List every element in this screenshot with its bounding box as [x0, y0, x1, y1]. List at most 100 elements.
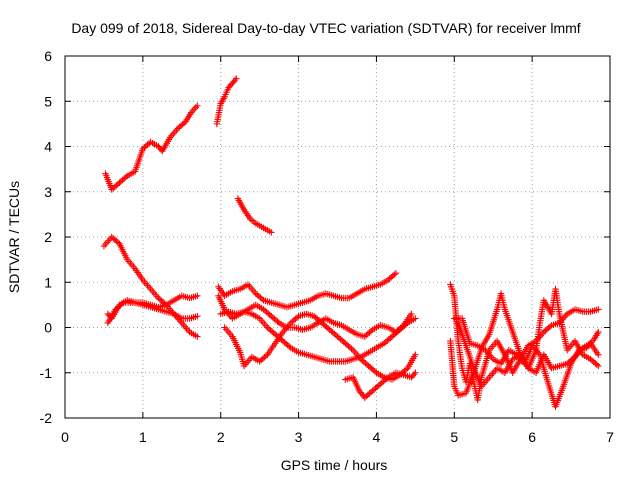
- data-point: [116, 179, 123, 186]
- data-point: [383, 375, 390, 382]
- data-point: [321, 322, 329, 329]
- data-point: [113, 237, 120, 245]
- data-point: [361, 333, 368, 340]
- data-point: [398, 325, 405, 332]
- data-point: [292, 315, 299, 323]
- data-point: [567, 357, 574, 365]
- data-point: [194, 333, 201, 340]
- data-point: [268, 229, 275, 236]
- y-tick-label: 1: [44, 274, 52, 290]
- data-point: [272, 331, 279, 338]
- data-point: [342, 340, 349, 347]
- data-point: [401, 322, 408, 329]
- data-point: [112, 306, 119, 313]
- series-track-j: [221, 310, 419, 383]
- data-point: [590, 358, 597, 366]
- data-point: [111, 236, 119, 243]
- data-point: [370, 366, 377, 374]
- data-point: [363, 393, 370, 400]
- data-point: [113, 304, 121, 312]
- y-tick-labels: -2 -1 0 1 2 3 4 5 6: [40, 48, 53, 426]
- y-tick-label: 4: [44, 139, 52, 155]
- data-point: [367, 327, 375, 335]
- data-point: [412, 369, 419, 376]
- data-point: [115, 303, 122, 310]
- data-point: [176, 123, 183, 131]
- data-point: [363, 361, 371, 368]
- data-point: [565, 359, 572, 366]
- data-point: [265, 310, 272, 317]
- x-axis-label: GPS time / hours: [281, 457, 388, 473]
- data-point: [595, 351, 602, 358]
- y-tick-label: 5: [44, 93, 52, 109]
- data-point: [408, 310, 415, 318]
- data-point: [588, 357, 596, 364]
- x-tick-label: 5: [450, 429, 458, 445]
- data-point: [268, 328, 276, 335]
- data-point: [385, 336, 393, 343]
- series-track-m: [447, 285, 602, 399]
- data-point: [393, 329, 400, 336]
- data-point: [254, 291, 261, 299]
- data-point: [261, 307, 269, 314]
- data-point: [366, 329, 373, 336]
- series-track-a: [102, 102, 201, 193]
- data-point: [270, 329, 277, 337]
- data-point: [158, 297, 165, 305]
- data-point: [372, 384, 379, 392]
- chart-title: Day 099 of 2018, Sidereal Day-to-day VTE…: [71, 20, 580, 36]
- data-point: [369, 387, 376, 395]
- data-point: [118, 300, 126, 308]
- data-point: [343, 341, 351, 348]
- data-point: [264, 324, 271, 331]
- data-point: [266, 311, 273, 319]
- data-point: [279, 337, 287, 345]
- data-point: [231, 76, 239, 84]
- data-point: [365, 362, 372, 370]
- y-tick-label: 2: [44, 229, 52, 245]
- data-point: [360, 358, 368, 366]
- data-point: [543, 326, 551, 333]
- data-point: [272, 317, 280, 324]
- data-point: [334, 333, 341, 340]
- data-point: [263, 308, 270, 316]
- y-tick-label: 0: [44, 320, 52, 336]
- data-point: [396, 326, 403, 333]
- data-point: [314, 315, 321, 323]
- data-point: [293, 314, 301, 321]
- data-point: [144, 141, 151, 148]
- data-point: [402, 366, 410, 373]
- data-point: [542, 327, 549, 334]
- series-track-b: [213, 75, 240, 128]
- data-point: [139, 145, 147, 152]
- data-point: [326, 326, 333, 333]
- data-point: [271, 315, 278, 323]
- data-point: [320, 321, 327, 328]
- data-point: [570, 355, 577, 362]
- data-point: [345, 342, 352, 350]
- data-point: [108, 186, 115, 193]
- data-point: [412, 315, 419, 322]
- data-point: [367, 389, 375, 396]
- data-point: [357, 355, 365, 363]
- data-point: [252, 290, 259, 297]
- y-axis-label: SDTVAR / TECUs: [6, 181, 22, 293]
- data-point: [348, 345, 355, 352]
- y-tick-label: -2: [40, 410, 53, 426]
- data-point: [324, 325, 332, 332]
- data-point: [367, 364, 374, 371]
- data-point: [267, 327, 274, 334]
- data-point: [332, 331, 340, 339]
- data-point: [177, 122, 185, 129]
- data-point: [265, 325, 273, 333]
- data-point: [387, 334, 394, 342]
- data-point: [366, 390, 373, 397]
- data-point: [371, 368, 379, 375]
- data-point: [388, 274, 395, 281]
- data-point: [258, 295, 266, 303]
- data-point: [346, 344, 354, 351]
- data-point: [117, 178, 125, 185]
- data-point: [381, 376, 389, 384]
- data-point: [412, 351, 419, 358]
